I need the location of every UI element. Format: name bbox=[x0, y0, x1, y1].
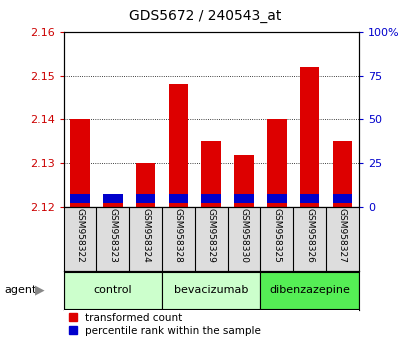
Text: GSM958325: GSM958325 bbox=[272, 208, 281, 263]
Bar bbox=[234, 194, 253, 203]
Text: GSM958322: GSM958322 bbox=[75, 209, 84, 263]
Text: GSM958329: GSM958329 bbox=[206, 208, 215, 263]
Bar bbox=[332, 194, 351, 203]
Legend: transformed count, percentile rank within the sample: transformed count, percentile rank withi… bbox=[69, 313, 261, 336]
Bar bbox=[234, 154, 253, 207]
Bar bbox=[103, 194, 122, 203]
Bar bbox=[266, 119, 286, 207]
Text: agent: agent bbox=[4, 285, 36, 295]
Text: GSM958328: GSM958328 bbox=[173, 208, 182, 263]
Bar bbox=[332, 141, 351, 207]
Bar bbox=[201, 194, 220, 203]
Text: GSM958326: GSM958326 bbox=[304, 208, 313, 263]
Text: control: control bbox=[93, 285, 132, 295]
Bar bbox=[135, 163, 155, 207]
Bar bbox=[162, 272, 260, 309]
Bar bbox=[63, 272, 162, 309]
Bar bbox=[103, 198, 122, 207]
Bar bbox=[299, 194, 319, 203]
Text: GSM958323: GSM958323 bbox=[108, 208, 117, 263]
Bar bbox=[70, 194, 90, 203]
Bar bbox=[70, 119, 90, 207]
Text: GSM958327: GSM958327 bbox=[337, 208, 346, 263]
Bar bbox=[135, 194, 155, 203]
Text: dibenzazepine: dibenzazepine bbox=[268, 285, 349, 295]
Bar bbox=[266, 194, 286, 203]
Bar bbox=[168, 194, 188, 203]
Text: GSM958330: GSM958330 bbox=[239, 208, 248, 263]
Text: ▶: ▶ bbox=[35, 284, 44, 297]
Text: GSM958324: GSM958324 bbox=[141, 209, 150, 263]
Text: bevacizumab: bevacizumab bbox=[173, 285, 248, 295]
Bar bbox=[299, 67, 319, 207]
Bar bbox=[260, 272, 358, 309]
Text: GDS5672 / 240543_at: GDS5672 / 240543_at bbox=[128, 9, 281, 23]
Bar bbox=[201, 141, 220, 207]
Bar bbox=[168, 84, 188, 207]
